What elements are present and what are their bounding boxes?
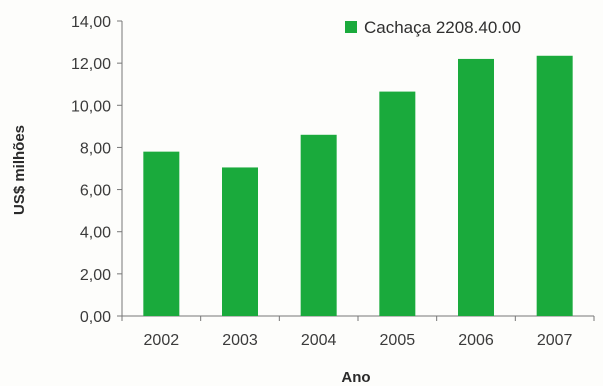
x-tick-label: 2006 <box>458 332 494 349</box>
bars <box>143 55 573 317</box>
y-tick-label: 2,00 <box>80 267 111 284</box>
legend-label: Cachaça 2208.40.00 <box>364 18 521 37</box>
x-axis: 2002 2003 2004 2005 2006 2007 <box>121 315 595 349</box>
y-tick-label: 4,00 <box>80 225 111 242</box>
x-tick-label: 2005 <box>380 332 416 349</box>
y-tick-label: 10,00 <box>71 98 111 115</box>
y-axis: 0,00 2,00 4,00 6,00 8,00 10,00 12,00 14,00 <box>71 14 123 326</box>
y-tick-label: 8,00 <box>80 140 111 157</box>
x-axis-title: Ano <box>341 369 370 386</box>
bar-2005 <box>379 91 416 316</box>
legend: Cachaça 2208.40.00 <box>345 18 521 37</box>
y-tick-label: 0,00 <box>80 309 111 326</box>
bar-2002 <box>143 151 180 316</box>
y-axis-title: US$ milhões <box>11 125 28 215</box>
bar-2003 <box>222 167 258 316</box>
bar-2006 <box>458 58 494 317</box>
bar-2007 <box>536 55 573 317</box>
y-tick-label: 14,00 <box>71 14 111 31</box>
x-tick-label: 2003 <box>222 332 258 349</box>
bar-2004 <box>300 134 337 316</box>
x-tick-label: 2007 <box>537 332 573 349</box>
x-tick-label: 2002 <box>144 332 180 349</box>
y-tick-label: 6,00 <box>80 183 111 200</box>
x-tick-label: 2004 <box>301 332 337 349</box>
y-tick-label: 12,00 <box>71 56 111 73</box>
legend-swatch <box>345 21 357 33</box>
